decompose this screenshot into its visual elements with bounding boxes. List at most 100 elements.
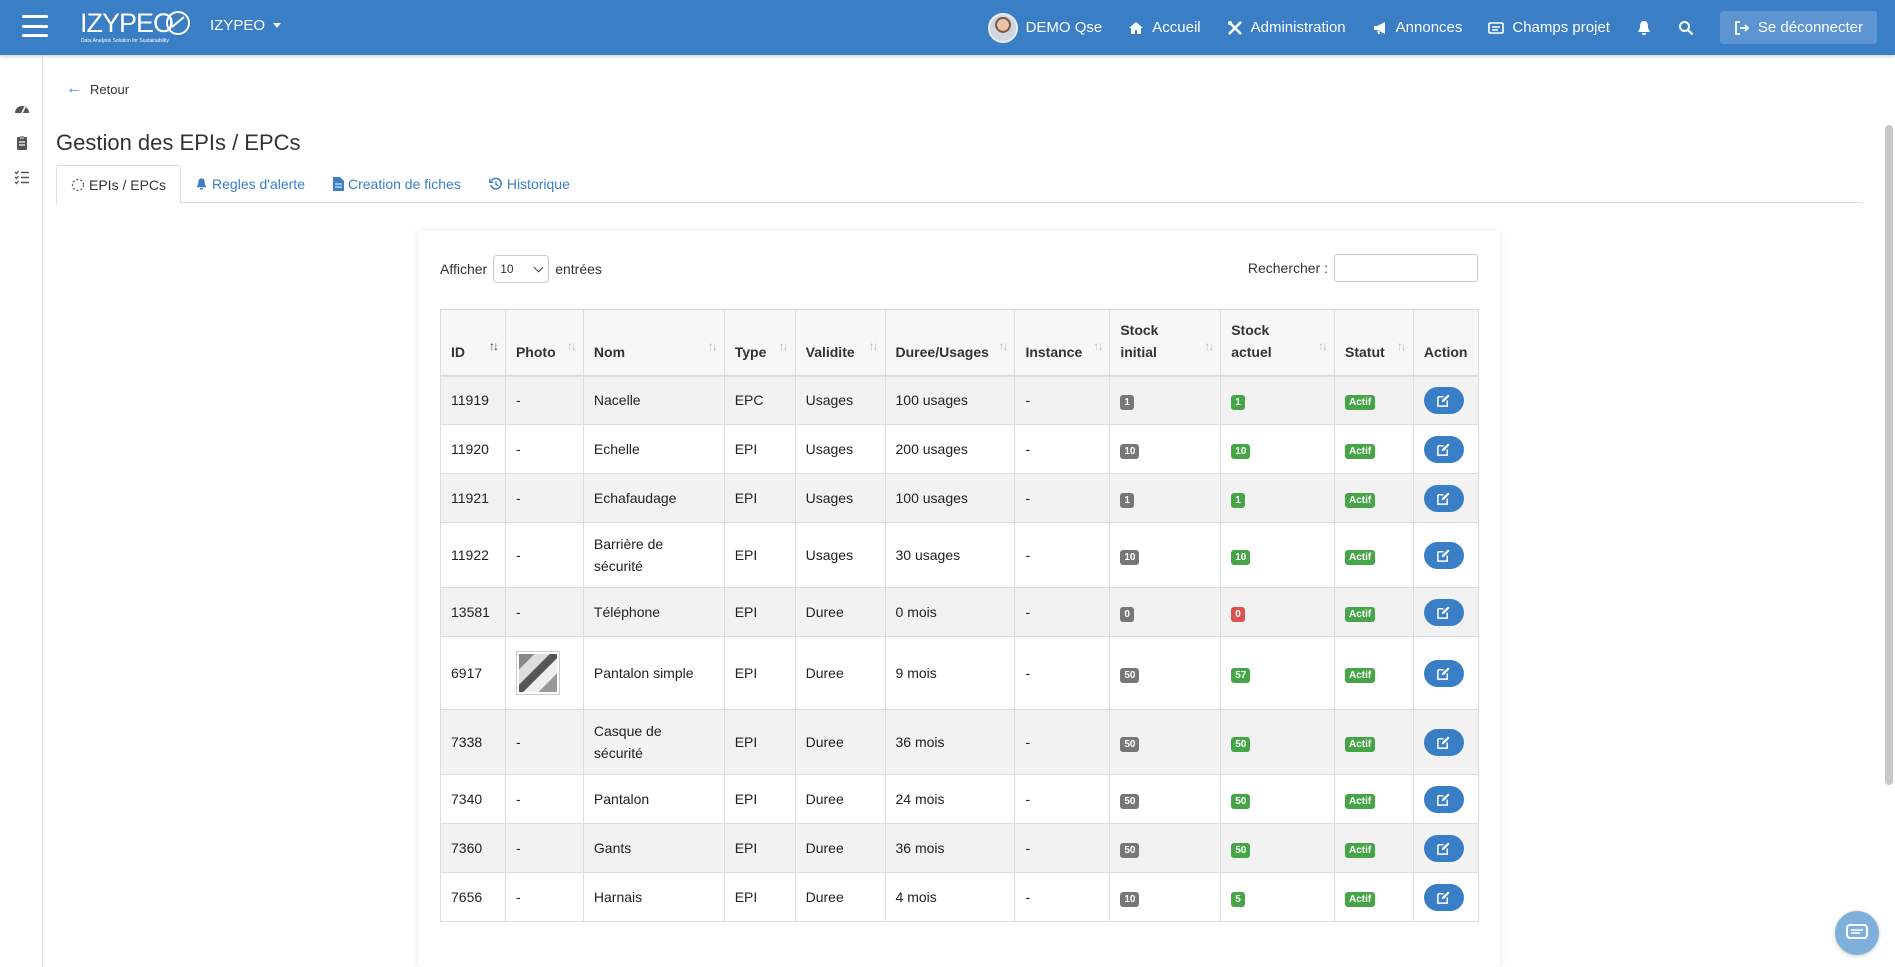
epi-table-panel: Afficher 10 entrées Rechercher : ID ↑↓ Ph… [418, 231, 1500, 967]
stock-actuel-badge: 1 [1231, 493, 1245, 508]
sort-icon: ↑↓ [707, 338, 718, 353]
cell-nom: Harnais [582, 872, 725, 922]
brand-dropdown[interactable]: IZYPEO [210, 17, 282, 34]
cell-stock-initial: 1 [1109, 473, 1222, 523]
edit-icon [1437, 442, 1450, 456]
cell-stock-initial: 10 [1109, 872, 1222, 922]
izypeo-logo[interactable]: IZYPEO Data Analysis Solution for Sustai… [80, 7, 192, 45]
col-header-stock-initial[interactable]: Stock initial ↑↓ [1109, 309, 1222, 377]
cell-duree: 9 mois [884, 636, 1016, 710]
col-header-id[interactable]: ID ↑↓ [440, 309, 506, 377]
cell-photo: - [504, 872, 584, 922]
history-icon [488, 177, 502, 190]
edit-button[interactable] [1423, 386, 1464, 414]
stock-actuel-badge: 1 [1231, 395, 1245, 411]
edit-button[interactable] [1423, 728, 1464, 756]
cell-stock-actuel: 5 [1220, 872, 1336, 922]
tab-bar: EPIs / EPCs Regles d'alerte Creation de … [56, 165, 1862, 204]
col-header-nom[interactable]: Nom ↑↓ [582, 309, 725, 377]
edit-button[interactable] [1423, 659, 1464, 687]
product-thumbnail[interactable] [515, 651, 560, 695]
cell-stock-initial: 1 [1109, 375, 1222, 425]
search-icon[interactable] [1678, 20, 1694, 36]
col-header-type[interactable]: Type ↑↓ [723, 309, 796, 377]
col-header-validite[interactable]: Validite ↑↓ [794, 309, 886, 377]
back-link[interactable]: ← Retour [66, 80, 129, 98]
edit-button[interactable] [1423, 883, 1464, 911]
tab-regles-alerte[interactable]: Regles d'alerte [181, 165, 319, 203]
cell-statut: Actif [1334, 587, 1414, 637]
page-length-value: 10 [500, 262, 514, 276]
cell-type: EPI [723, 424, 796, 474]
nav-accueil[interactable]: Accueil [1128, 19, 1201, 36]
chat-widget-button[interactable] [1835, 911, 1879, 955]
cell-stock-actuel: 1 [1220, 473, 1336, 523]
cell-duree: 0 mois [884, 587, 1016, 637]
cell-action [1412, 424, 1480, 474]
cell-id: 7360 [440, 823, 506, 873]
status-badge: Actif [1345, 843, 1376, 858]
top-navbar: IZYPEO Data Analysis Solution for Sustai… [0, 0, 1895, 55]
cell-duree: 4 mois [884, 872, 1016, 922]
stock-initial-badge: 1 [1120, 395, 1134, 411]
stock-actuel-badge: 50 [1231, 737, 1251, 752]
svg-text:IZYPEO: IZYPEO [80, 8, 173, 38]
list-check-icon[interactable] [14, 169, 30, 185]
col-header-statut[interactable]: Statut ↑↓ [1334, 309, 1414, 377]
user-menu[interactable]: DEMO Qse [987, 12, 1102, 43]
edit-button[interactable] [1423, 484, 1464, 512]
search-input[interactable] [1334, 254, 1478, 282]
col-header-photo[interactable]: Photo ↑↓ [504, 309, 584, 377]
page-title: Gestion des EPIs / EPCs [56, 130, 301, 155]
tab-historique[interactable]: Historique [475, 165, 584, 203]
tab-creation-fiches-label: Creation de fiches [347, 176, 461, 192]
col-header-duree[interactable]: Duree/Usages ↑↓ [884, 309, 1016, 377]
tab-creation-fiches[interactable]: Creation de fiches [319, 165, 475, 203]
cell-action [1412, 823, 1480, 873]
stock-actuel-badge: 50 [1231, 794, 1251, 809]
clipboard-icon[interactable] [14, 135, 30, 151]
edit-button[interactable] [1423, 435, 1464, 463]
edit-button[interactable] [1423, 541, 1464, 569]
cell-action [1412, 774, 1480, 824]
dashboard-gauge-icon[interactable] [14, 101, 30, 117]
cell-photo: - [504, 823, 584, 873]
cell-duree: 100 usages [884, 473, 1016, 523]
cell-photo: - [504, 587, 584, 637]
edit-icon [1437, 394, 1450, 407]
cell-stock-actuel: 10 [1220, 424, 1336, 474]
cell-duree: 200 usages [884, 424, 1016, 474]
edit-icon [1437, 890, 1450, 904]
cell-statut: Actif [1334, 709, 1414, 775]
nav-annonces[interactable]: Annonces [1372, 19, 1462, 36]
tab-epis-epcs[interactable]: EPIs / EPCs [56, 165, 182, 204]
edit-button[interactable] [1423, 598, 1464, 626]
file-icon [332, 177, 344, 191]
cell-validite: Duree [794, 774, 886, 824]
col-header-stock-actuel[interactable]: Stock actuel ↑↓ [1220, 309, 1336, 377]
cell-statut: Actif [1334, 522, 1414, 588]
cell-type: EPI [723, 473, 796, 523]
page-length-select[interactable]: 10 [493, 255, 550, 283]
cell-action [1412, 709, 1480, 775]
edit-button[interactable] [1423, 834, 1464, 862]
nav-champs-projet[interactable]: Champs projet [1488, 19, 1610, 36]
cell-statut: Actif [1334, 872, 1414, 922]
edit-button[interactable] [1423, 785, 1464, 813]
cell-validite: Duree [794, 587, 886, 637]
cell-duree: 24 mois [884, 774, 1016, 824]
table-row: 7340- Pantalon EPI Duree 24 mois -50 50 Actif [440, 774, 1480, 824]
spinner-icon [71, 178, 85, 191]
page-length-control: Afficher 10 entrées [440, 255, 602, 283]
page-scrollbar[interactable] [1885, 125, 1893, 785]
hamburger-menu-icon[interactable] [22, 15, 48, 37]
id-card-icon [1488, 21, 1505, 34]
cell-nom: Pantalon [582, 774, 725, 824]
logout-button[interactable]: Se déconnecter [1719, 11, 1877, 44]
cell-instance: - [1014, 872, 1111, 922]
col-header-instance[interactable]: Instance ↑↓ [1014, 309, 1111, 377]
nav-administration[interactable]: Administration [1227, 19, 1346, 36]
bell-icon[interactable] [1636, 20, 1652, 36]
avatar [987, 12, 1018, 43]
cell-validite: Usages [794, 424, 886, 474]
